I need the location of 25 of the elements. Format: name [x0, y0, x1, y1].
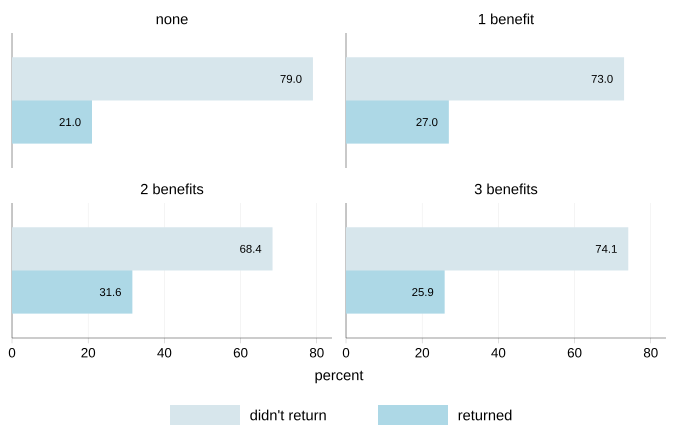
data-label: 79.0 — [280, 74, 302, 83]
x-tick-label: 20 — [81, 348, 96, 358]
x-tick-label: 40 — [157, 348, 172, 358]
data-label: 73.0 — [592, 74, 613, 83]
x-tick-label: 0 — [8, 348, 16, 358]
chart-title: 2 benefits — [140, 184, 204, 194]
chart-title: none — [156, 16, 188, 24]
chart-title: 3 benefits — [474, 184, 538, 194]
x-tick-label: 60 — [234, 348, 248, 358]
data-label: 27.0 — [416, 118, 438, 126]
x-tick-label: 40 — [491, 348, 506, 358]
x-tick-label: 80 — [310, 348, 324, 358]
legend-label: didn't return — [250, 410, 326, 420]
data-label: 74.1 — [596, 244, 617, 253]
data-label: 25.9 — [412, 288, 434, 296]
x-tick-label: 0 — [342, 348, 350, 358]
x-tick-label: 60 — [568, 348, 582, 358]
data-label: 31.6 — [100, 288, 121, 296]
chart-title: 1 benefit — [478, 14, 534, 24]
data-label: 21.0 — [60, 118, 81, 126]
legend-label: returned — [458, 410, 512, 420]
x-axis-title: percent — [315, 370, 364, 384]
x-tick-label: 20 — [415, 348, 430, 358]
data-label: 68.4 — [240, 244, 262, 253]
x-tick-label: 80 — [644, 348, 658, 358]
